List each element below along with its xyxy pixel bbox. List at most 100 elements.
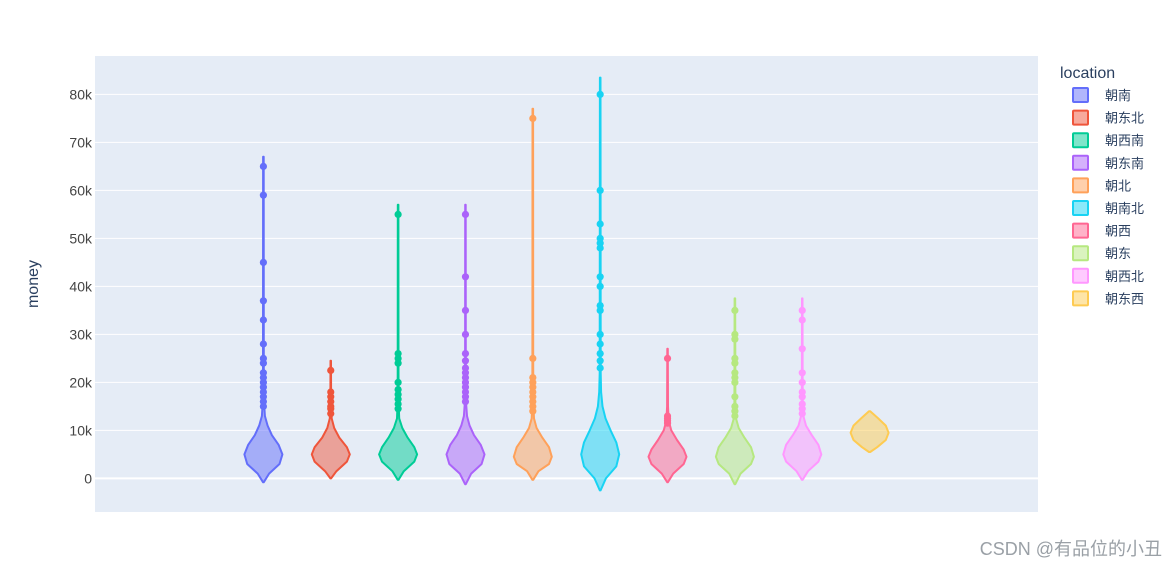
outlier-point [663,354,672,362]
outlier-point [461,364,470,372]
outlier-point [529,354,537,362]
violin-朝南北[interactable] [580,76,621,492]
outlier-point [596,302,604,310]
outlier-point [529,114,537,122]
outlier-point [259,258,267,266]
legend-label: 朝西北 [1105,269,1144,284]
outlier-point [596,90,604,98]
outlier-point [259,340,267,348]
legend-item[interactable]: 朝东 [1072,245,1131,262]
legend-item[interactable]: 朝东南 [1072,154,1144,171]
legend-item[interactable]: 朝南 [1072,87,1131,103]
outlier-point [798,306,806,314]
legend-item[interactable]: 朝北 [1072,177,1131,194]
gridlines [95,93,1038,480]
outlier-point [394,386,402,394]
outlier-point [731,369,739,377]
outlier-point [259,316,267,324]
legend-label: 朝北 [1105,178,1131,193]
y-tick-label: 80k [69,86,93,102]
violin-body [378,203,419,481]
y-tick-label: 20k [69,374,93,390]
outlier-point [798,369,806,377]
y-axis-ticks: 0 10k 20k 30k 40k 50k 60k 70k 80k [69,86,93,486]
outlier-point [461,210,470,218]
legend-swatch [1072,245,1089,262]
y-tick-label: 0 [84,470,92,486]
y-tick-label: 10k [69,422,93,438]
outlier-point [259,369,267,377]
outlier-point [798,378,806,386]
outlier-point [596,186,604,194]
outlier-point [731,354,739,362]
legend-label: 朝东北 [1105,111,1144,126]
violin-朝西[interactable] [647,347,688,484]
violin-朝东西[interactable] [849,410,890,453]
outlier-point [259,297,267,305]
violin-朝东北[interactable] [310,359,351,480]
violin-朝东南[interactable] [445,203,486,486]
outlier-point [461,330,470,338]
legend-swatch [1072,290,1089,307]
legend-item[interactable]: 朝西南 [1072,132,1144,149]
violins [243,76,890,492]
outlier-point [798,388,806,396]
y-tick-label: 40k [69,278,93,294]
violin-body [849,410,890,453]
outlier-point [596,282,604,290]
outlier-point [394,210,402,218]
legend-label: 朝东 [1105,246,1131,261]
legend-label: 朝东南 [1105,156,1144,171]
legend-swatch [1072,109,1089,126]
outlier-point [798,400,806,408]
legend-item[interactable]: 朝东北 [1072,109,1144,126]
outlier-point [731,402,739,410]
y-axis-title: money [25,260,42,308]
outlier-point [461,350,470,358]
legend-item[interactable]: 朝西 [1072,222,1131,239]
legend-swatch [1072,177,1089,194]
legend-title: location [1060,65,1115,82]
legend-label: 朝西南 [1105,133,1144,148]
violin-body [310,359,351,480]
watermark: CSDN @有品位的小丑 [980,539,1162,559]
outlier-point [327,388,335,396]
outlier-point [798,316,806,324]
outlier-point [596,220,604,228]
outlier-point [394,350,402,358]
violin-朝南[interactable] [243,155,284,484]
outlier-point [596,350,604,358]
legend-label: 朝东西 [1105,291,1144,306]
outlier-point [596,234,604,242]
legend-item[interactable]: 朝西北 [1072,267,1144,284]
outlier-point [798,345,806,353]
y-tick-label: 30k [69,326,93,342]
outlier-point [596,330,604,338]
violin-朝北[interactable] [512,107,553,481]
outlier-point [461,306,470,314]
violin-朝西北[interactable] [782,297,823,481]
outlier-point [259,354,267,362]
violin-body [512,107,553,481]
legend-item[interactable]: 朝东西 [1072,290,1144,307]
legend-swatch [1072,154,1089,171]
legend-label: 朝南北 [1105,201,1144,216]
y-tick-label: 50k [69,230,93,246]
violin-朝西南[interactable] [378,203,419,481]
outlier-point [394,378,402,386]
outlier-point [461,273,470,281]
y-tick-label: 70k [69,134,93,150]
legend-swatch [1072,267,1089,284]
violin-朝东[interactable] [714,297,755,486]
outlier-point [596,357,604,365]
violin-body [445,203,486,486]
legend-item[interactable]: 朝南北 [1072,200,1144,216]
outlier-point [461,357,470,365]
outlier-point [596,364,604,372]
outlier-point [259,191,267,199]
outlier-point [259,162,267,170]
outlier-point [596,273,604,281]
outlier-point [731,330,739,338]
